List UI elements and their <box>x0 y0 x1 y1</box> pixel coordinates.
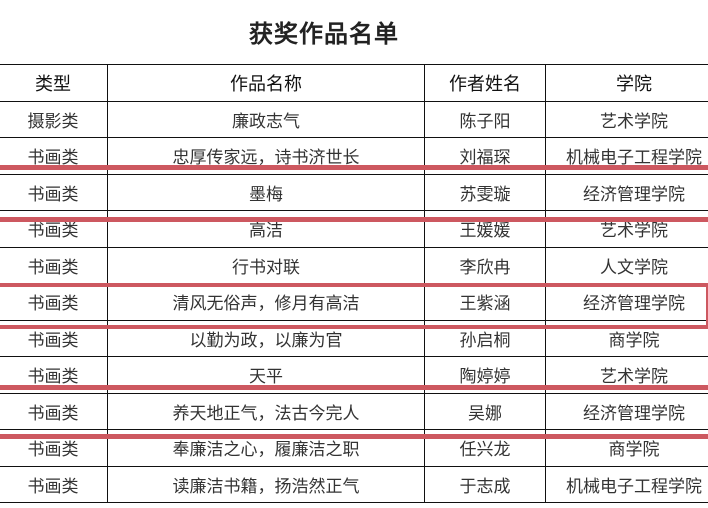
cell-work-title: 廉政志气 <box>107 100 425 138</box>
cell-type: 书画类 <box>0 246 108 284</box>
red-underline <box>0 217 708 222</box>
cell-college: 艺术学院 <box>545 210 708 248</box>
cell-work-title: 行书对联 <box>107 246 425 284</box>
header-college: 学院 <box>545 64 708 102</box>
cell-type: 书画类 <box>0 392 108 430</box>
cell-college: 经济管理学院 <box>545 392 708 430</box>
cell-college: 经济管理学院 <box>545 173 708 211</box>
cell-author: 苏雯璇 <box>424 173 546 211</box>
header-row: 类型 作品名称 作者姓名 学院 <box>0 64 708 102</box>
cell-type: 摄影类 <box>0 100 108 138</box>
cell-author: 李欣冉 <box>424 246 546 284</box>
cell-author: 王媛媛 <box>424 210 546 248</box>
table-row: 书画类 行书对联 李欣冉 人文学院 <box>0 246 708 284</box>
cell-type: 书画类 <box>0 465 108 503</box>
red-underline <box>0 434 708 439</box>
cell-college: 艺术学院 <box>545 100 708 138</box>
page-title: 获奖作品名单 <box>249 20 399 48</box>
cell-work-title: 清风无俗声，修月有高洁 <box>107 283 425 321</box>
red-underline <box>0 385 708 390</box>
cell-type: 书画类 <box>0 173 108 211</box>
table-row: 摄影类 廉政志气 陈子阳 艺术学院 <box>0 100 708 138</box>
table-row: 书画类 墨梅 苏雯璇 经济管理学院 <box>0 173 708 211</box>
header-author: 作者姓名 <box>424 64 546 102</box>
red-highlight-box <box>0 283 708 329</box>
cell-work-title: 读廉洁书籍，扬浩然正气 <box>107 465 425 503</box>
cell-author: 于志成 <box>424 465 546 503</box>
cell-work-title: 高洁 <box>107 210 425 248</box>
table-row: 书画类 读廉洁书籍，扬浩然正气 于志成 机械电子工程学院 <box>0 465 708 503</box>
red-underline <box>0 165 708 170</box>
table-row: 书画类 养天地正气，法古今完人 吴娜 经济管理学院 <box>0 392 708 430</box>
cell-type: 书画类 <box>0 210 108 248</box>
cell-author: 吴娜 <box>424 392 546 430</box>
cell-college: 人文学院 <box>545 246 708 284</box>
cell-college: 经济管理学院 <box>545 283 708 321</box>
cell-work-title: 墨梅 <box>107 173 425 211</box>
header-type: 类型 <box>0 64 108 102</box>
table-row: 书画类 高洁 王媛媛 艺术学院 <box>0 210 708 248</box>
cell-work-title: 养天地正气，法古今完人 <box>107 392 425 430</box>
cell-author: 陈子阳 <box>424 100 546 138</box>
header-work-title: 作品名称 <box>107 64 425 102</box>
cell-college: 机械电子工程学院 <box>545 465 708 503</box>
